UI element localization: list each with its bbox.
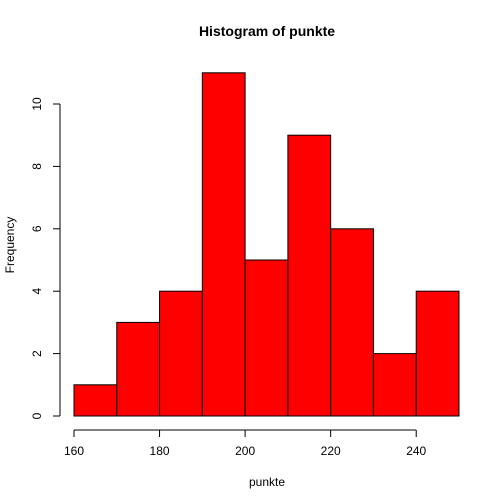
histogram-bar-170-180 bbox=[116, 321, 161, 417]
x-axis-label: punkte bbox=[249, 475, 285, 489]
x-tick-label-180: 180 bbox=[150, 444, 170, 458]
bars-group bbox=[73, 72, 460, 417]
y-tick-label-2: 2 bbox=[30, 350, 44, 357]
chart-title: Histogram of punkte bbox=[199, 23, 335, 39]
x-tick-label-160: 160 bbox=[64, 444, 84, 458]
x-axis: 160 180 200 220 240 bbox=[64, 429, 427, 458]
y-tick-label-8: 8 bbox=[30, 163, 44, 170]
histogram-bar-200-210 bbox=[244, 259, 289, 417]
x-tick-label-240: 240 bbox=[406, 444, 426, 458]
histogram-bar-180-190 bbox=[159, 290, 203, 417]
y-tick-label-10: 10 bbox=[30, 97, 44, 111]
y-axis-label: Frequency bbox=[3, 217, 17, 274]
histogram-bar-240-250 bbox=[415, 290, 460, 417]
y-tick-label-0: 0 bbox=[30, 412, 44, 419]
x-tick-label-200: 200 bbox=[235, 444, 255, 458]
histogram-bar-220-230 bbox=[330, 228, 374, 417]
histogram-bar-190-200 bbox=[201, 72, 246, 417]
histogram-bar-230-240 bbox=[372, 353, 417, 417]
histogram-bar-160-170 bbox=[73, 384, 118, 417]
y-axis: 0 2 4 6 8 10 bbox=[30, 97, 61, 419]
histogram-bar-210-220 bbox=[287, 134, 332, 417]
y-tick-label-6: 6 bbox=[30, 225, 44, 232]
y-tick-label-4: 4 bbox=[30, 288, 44, 295]
x-tick-label-220: 220 bbox=[321, 444, 341, 458]
